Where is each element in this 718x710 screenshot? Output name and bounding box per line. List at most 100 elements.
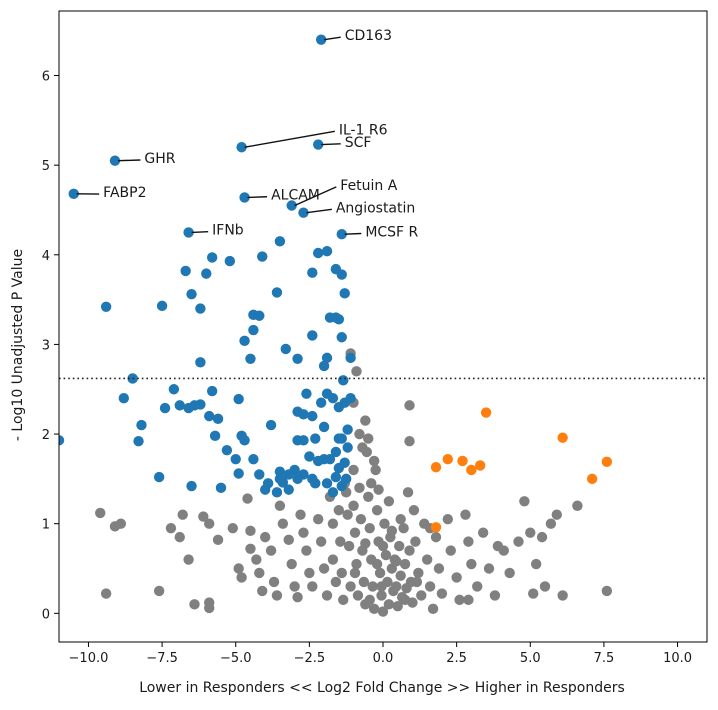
point-ns [513, 536, 523, 546]
point-ns [257, 586, 267, 596]
point-down [225, 256, 235, 266]
point-ns [422, 554, 432, 564]
point-ns [360, 538, 370, 548]
point-ns [602, 586, 612, 596]
point-down [337, 332, 347, 342]
point-ns [460, 510, 470, 520]
x-tick-label: −2.5 [294, 651, 326, 666]
point-ns [525, 527, 535, 537]
point-ns [369, 456, 379, 466]
point-down [195, 303, 205, 313]
point-down [231, 454, 241, 464]
point-ns [228, 523, 238, 533]
point-down [266, 420, 276, 430]
point-ns [175, 532, 185, 542]
point-down [160, 403, 170, 413]
point-up [557, 432, 567, 442]
point-ns [245, 526, 255, 536]
point-ns [528, 588, 538, 598]
point-ns [101, 588, 111, 598]
point-down [210, 431, 220, 441]
point-ns [266, 545, 276, 555]
point-ns [298, 527, 308, 537]
point-down [281, 344, 291, 354]
point-ns [369, 604, 379, 614]
x-tick-label: −7.5 [146, 651, 178, 666]
annotation-label: Angiostatin [336, 200, 415, 216]
point-ns [376, 581, 386, 591]
point-down [207, 386, 217, 396]
point-down [342, 424, 352, 434]
point-down [337, 269, 347, 279]
x-axis-label: Lower in Responders << Log2 Fold Change … [139, 680, 625, 696]
point-ns [409, 505, 419, 515]
point-ns [391, 581, 401, 591]
point-ns [404, 545, 414, 555]
point-down [204, 411, 214, 421]
point-down [334, 314, 344, 324]
point-down [304, 451, 314, 461]
point-ns [490, 590, 500, 600]
point-ns [395, 514, 405, 524]
point-down [307, 268, 317, 278]
point-ns [251, 554, 261, 564]
point-down [233, 468, 243, 478]
point-down [272, 487, 282, 497]
point-ns [338, 595, 348, 605]
point-ns [381, 550, 391, 560]
point-ns [337, 568, 347, 578]
annotation-label: IFNb [212, 223, 244, 239]
point-ns [384, 599, 394, 609]
point-ns [493, 541, 503, 551]
point-down [245, 354, 255, 364]
point-down [207, 252, 217, 262]
point-down [248, 454, 258, 464]
point-down [222, 445, 232, 455]
point-down [328, 393, 338, 403]
point-ns [484, 563, 494, 573]
point-down [307, 330, 317, 340]
point-ns [531, 559, 541, 569]
annotation-leader [321, 144, 341, 145]
point-ns [363, 492, 373, 502]
point-ns [394, 541, 404, 551]
point-ns [350, 527, 360, 537]
point-ns [353, 590, 363, 600]
point-down [298, 409, 308, 419]
point-ns [260, 532, 270, 542]
point-ns [154, 586, 164, 596]
point-ns [245, 544, 255, 554]
point-ns [278, 518, 288, 528]
annotation-leader [248, 197, 268, 198]
x-tick-label: 10.0 [663, 651, 692, 666]
point-down [275, 474, 285, 484]
point-ns [189, 599, 199, 609]
point-ns [400, 595, 410, 605]
point-ns [348, 465, 358, 475]
point-ns [272, 590, 282, 600]
point-ns [425, 581, 435, 591]
point-ns [404, 436, 414, 446]
point-down [328, 487, 338, 497]
point-ns [413, 568, 423, 578]
point-ns [437, 588, 447, 598]
point-ns [289, 581, 299, 591]
point-up [587, 474, 597, 484]
point-ns [400, 559, 410, 569]
point-ns [213, 535, 223, 545]
y-tick-label: 5 [42, 159, 50, 174]
point-ns [478, 527, 488, 537]
point-ns [295, 510, 305, 520]
point-down [310, 433, 320, 443]
point-ns [334, 505, 344, 515]
point-ns [443, 514, 453, 524]
point-ns [451, 572, 461, 582]
point-ns [328, 554, 338, 564]
point-down [133, 436, 143, 446]
point-down [213, 414, 223, 424]
point-ns [431, 532, 441, 542]
y-tick-label: 1 [42, 518, 50, 533]
annotation-label: GHR [144, 151, 175, 167]
point-ns [345, 581, 355, 591]
